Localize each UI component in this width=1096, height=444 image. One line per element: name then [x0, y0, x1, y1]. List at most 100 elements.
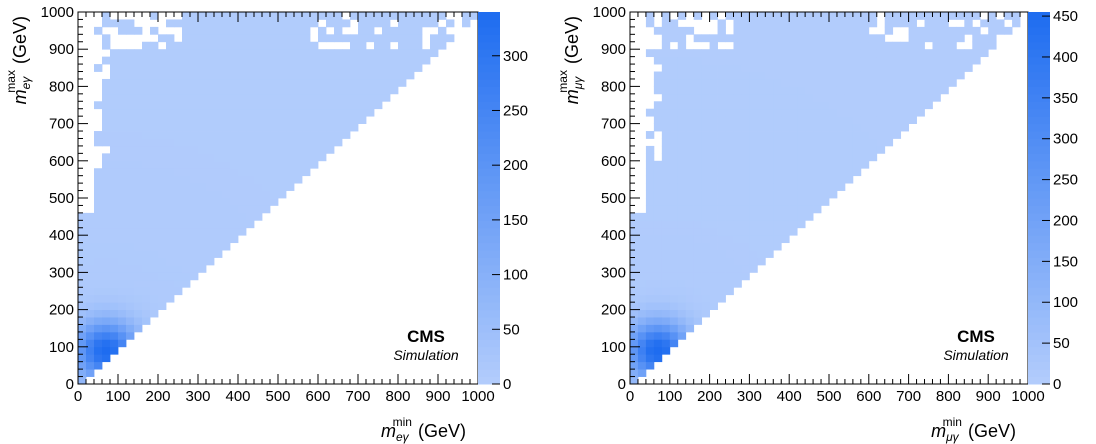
heatmap-cell — [693, 264, 703, 273]
heatmap-cell — [685, 279, 695, 288]
heatmap-cell — [118, 26, 127, 35]
heatmap-cell — [238, 12, 247, 20]
heatmap-cell — [110, 116, 119, 124]
heatmap-cell — [374, 78, 383, 87]
heatmap-cell — [142, 302, 151, 310]
heatmap-cell — [174, 41, 183, 50]
heatmap-cell — [230, 212, 239, 221]
heatmap-cell — [150, 41, 159, 50]
heatmap-cell — [637, 220, 647, 229]
heatmap-cell — [844, 49, 854, 58]
heatmap-cell — [374, 41, 383, 50]
heatmap-cell — [214, 235, 223, 244]
heatmap-cell — [932, 26, 941, 35]
heatmap-cell — [669, 78, 679, 87]
heatmap-cell — [174, 64, 183, 72]
heatmap-cell — [741, 64, 750, 72]
heatmap-cell — [797, 93, 806, 102]
heatmap-cell — [382, 12, 391, 20]
color-bar-tick-label: 200 — [1053, 212, 1078, 229]
heatmap-cell — [334, 19, 343, 28]
heatmap-cell — [358, 101, 367, 110]
color-bar-step — [478, 272, 500, 281]
heatmap-cell — [134, 101, 143, 110]
heatmap-cell — [182, 168, 191, 177]
heatmap-cell — [749, 242, 758, 251]
heatmap-cell — [230, 19, 239, 28]
heatmap-cells — [630, 12, 1021, 385]
heatmap-cell — [693, 294, 703, 303]
heatmap-cell — [765, 138, 774, 147]
heatmap-cell — [924, 78, 933, 87]
heatmap-cell — [693, 205, 703, 214]
heatmap-cell — [757, 86, 766, 95]
heatmap-cell — [813, 183, 822, 191]
heatmap-cell — [142, 220, 151, 229]
heatmap-cell — [677, 242, 687, 251]
heatmap-cell — [725, 250, 734, 258]
heatmap-cell — [134, 317, 143, 325]
heatmap-cell — [821, 86, 830, 95]
heatmap-cell — [741, 153, 750, 162]
heatmap-cell — [302, 78, 311, 87]
heatmap-cell — [860, 145, 870, 154]
heatmap-cell — [134, 175, 143, 184]
heatmap-cell — [948, 41, 957, 50]
heatmap-cell — [326, 56, 335, 65]
heatmap-cell — [630, 257, 639, 266]
heatmap-cell — [693, 153, 703, 162]
heatmap-cell — [142, 93, 151, 102]
heatmap-cell — [661, 279, 671, 288]
heatmap-cell — [765, 205, 774, 214]
heatmap-cell — [158, 242, 167, 251]
heatmap-cell — [805, 168, 814, 177]
heatmap-cell — [78, 257, 87, 266]
heatmap-cell — [150, 309, 159, 318]
heatmap-cell — [246, 212, 255, 221]
heatmap-cell — [374, 101, 383, 110]
heatmap-cell — [741, 56, 750, 65]
color-bar-step — [1028, 317, 1050, 325]
heatmap-cell — [262, 86, 271, 95]
heatmap-cell — [318, 71, 327, 80]
heatmap-cell — [110, 212, 119, 221]
color-bar-step — [478, 331, 500, 340]
heatmap-cell — [214, 71, 223, 80]
heatmap-cell — [110, 108, 119, 117]
heatmap-cell — [924, 93, 933, 102]
heatmap-cell — [709, 175, 718, 184]
heatmap-cell — [908, 116, 917, 124]
heatmap-cell — [78, 220, 87, 229]
heatmap-cell — [653, 175, 663, 184]
heatmap-cell — [198, 168, 207, 177]
y-tick-label: 1000 — [593, 4, 626, 21]
heatmap-cell — [677, 302, 687, 310]
heatmap-cell — [278, 138, 287, 147]
y-tick-label: 900 — [49, 41, 74, 58]
heatmap-cell — [358, 64, 367, 72]
heatmap-cell — [302, 101, 311, 110]
heatmap-cell — [174, 242, 183, 251]
heatmap-cell — [653, 287, 663, 296]
heatmap-cell — [757, 198, 766, 206]
heatmap-cell — [677, 279, 687, 288]
heatmap-cell — [717, 116, 726, 124]
heatmap-cell — [94, 220, 103, 229]
heatmap-cell — [805, 160, 814, 169]
heatmap-cell — [669, 49, 679, 58]
heatmap-cell — [278, 41, 287, 50]
heatmap-cell — [868, 41, 878, 50]
heatmap-cell — [222, 12, 231, 20]
heatmap-cell — [286, 116, 295, 124]
heatmap-cell — [118, 190, 127, 199]
heatmap-cell — [781, 235, 790, 244]
simulation-label: Simulation — [943, 347, 1009, 363]
heatmap-cell — [900, 123, 909, 132]
heatmap-cell — [110, 183, 119, 191]
heatmap-cell — [278, 86, 287, 95]
heatmap-cell — [781, 123, 790, 132]
heatmap-cell — [669, 190, 679, 199]
heatmap-cell — [725, 279, 734, 288]
heatmap-cell — [86, 369, 95, 377]
